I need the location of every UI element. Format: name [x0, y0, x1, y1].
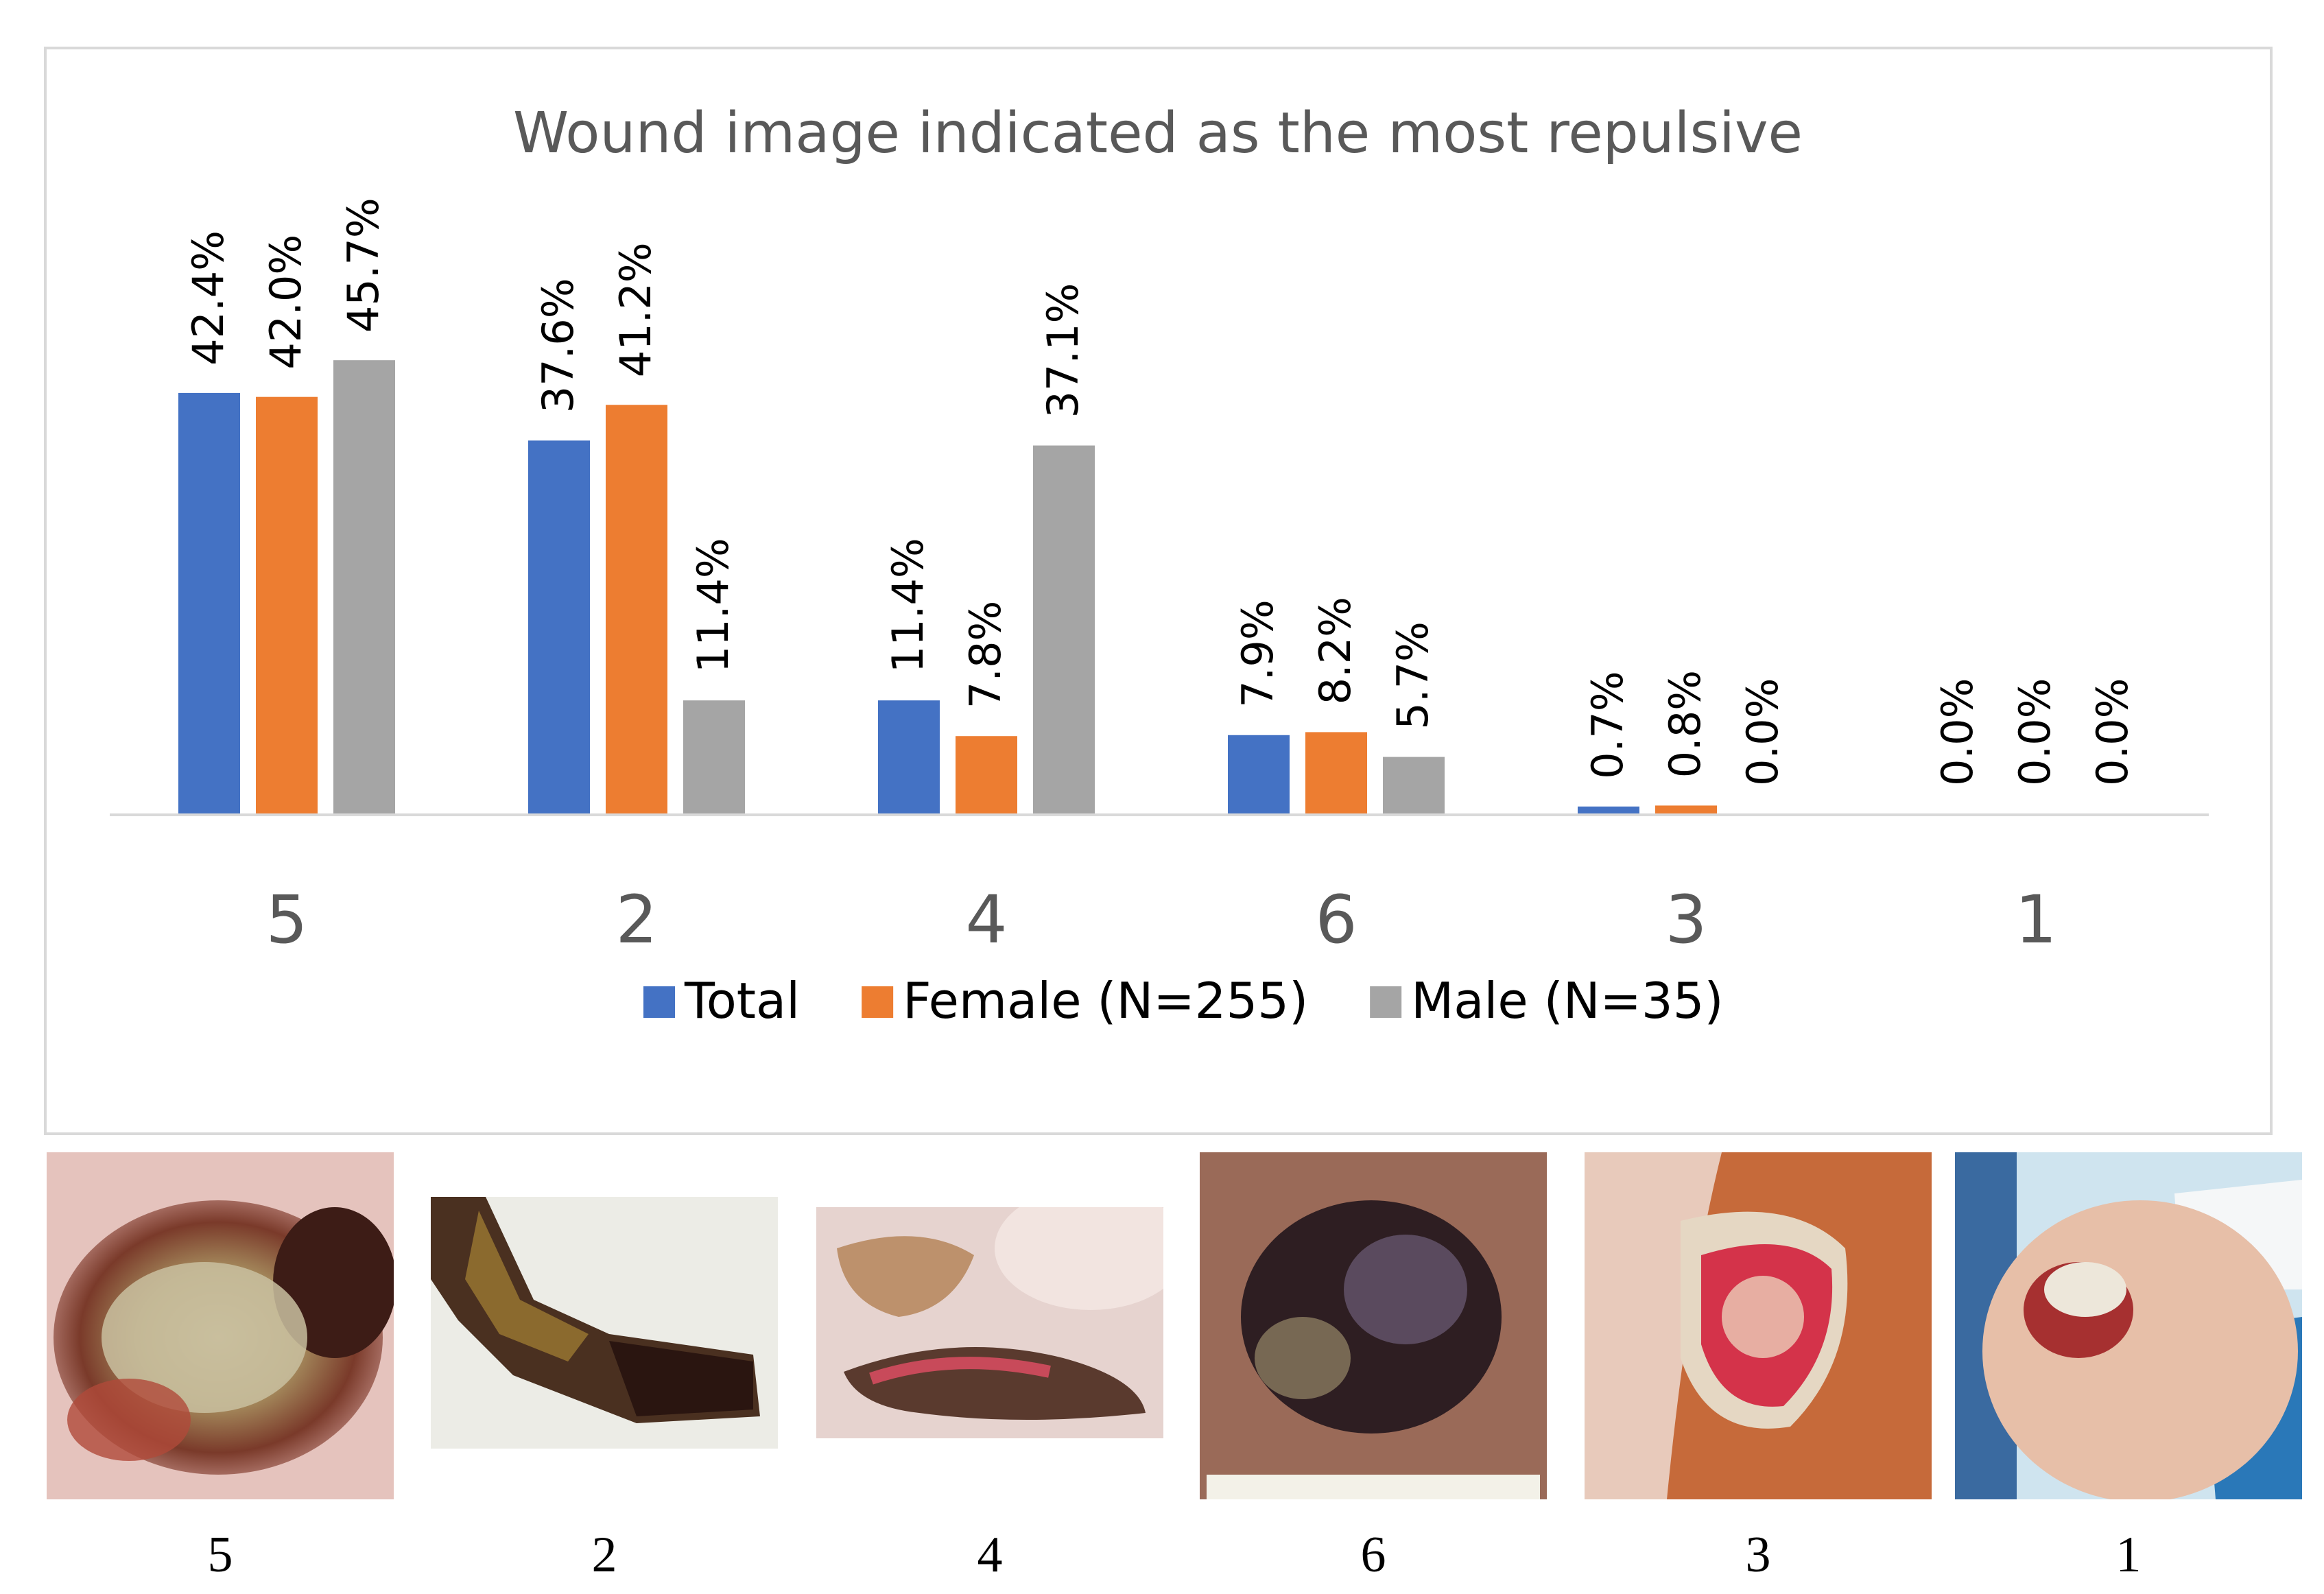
legend-label-female: Female (N=255) [903, 972, 1308, 1030]
photo-caption-5: 5 [207, 1527, 233, 1583]
data-label-total-cat-5: 42.4% [183, 230, 233, 366]
wound-photo-1 [1955, 1152, 2302, 1499]
category-label-3: 3 [1665, 881, 1707, 958]
bar-female-cat-2 [606, 405, 667, 813]
data-label-total-cat-4: 11.4% [883, 538, 933, 673]
data-label-female-cat-1: 0.0% [2010, 678, 2060, 786]
bar-female-cat-3 [1655, 805, 1717, 813]
data-label-male-cat-1: 0.0% [2087, 678, 2137, 786]
category-label-6: 6 [1315, 881, 1357, 958]
data-label-total-cat-1: 0.0% [1932, 678, 1982, 786]
chart-title: Wound image indicated as the most repuls… [513, 101, 1803, 166]
bar-female-cat-6 [1305, 732, 1367, 813]
legend-swatch-total [643, 986, 675, 1018]
data-label-male-cat-3: 0.0% [1738, 678, 1788, 786]
wound-photo-5 [47, 1152, 394, 1499]
chart-frame: Wound image indicated as the most repuls… [44, 47, 2273, 1135]
category-label-1: 1 [2015, 881, 2056, 958]
photo-caption-3: 3 [1745, 1527, 1771, 1583]
data-label-male-cat-4: 37.1% [1038, 283, 1088, 418]
bar-female-cat-5 [256, 396, 318, 813]
legend-label-total: Total [684, 972, 800, 1030]
data-label-male-cat-5: 45.7% [338, 198, 388, 333]
category-label-4: 4 [965, 881, 1007, 958]
bar-total-cat-2 [528, 440, 590, 813]
data-label-total-cat-6: 7.9% [1233, 599, 1283, 708]
data-label-female-cat-2: 41.2% [610, 242, 661, 377]
category-label-2: 2 [615, 881, 657, 958]
data-label-female-cat-3: 0.8% [1660, 670, 1710, 778]
data-label-male-cat-2: 11.4% [688, 538, 738, 673]
photo-caption-1: 1 [2115, 1527, 2142, 1583]
bar-male-cat-2 [683, 700, 745, 813]
photo-caption-4: 4 [977, 1527, 1003, 1583]
legend-swatch-male [1370, 986, 1402, 1018]
category-label-5: 5 [265, 881, 307, 958]
wound-photo-6 [1200, 1152, 1547, 1499]
data-label-total-cat-2: 37.6% [533, 278, 583, 413]
legend-label-male: Male (N=35) [1411, 972, 1723, 1030]
bar-total-cat-4 [878, 700, 940, 813]
legend: Total Female (N=255) Male (N=35) [643, 972, 1724, 1030]
data-label-total-cat-3: 0.7% [1582, 671, 1633, 779]
wound-photo-4 [816, 1207, 1163, 1438]
bar-total-cat-5 [178, 392, 240, 813]
bar-male-cat-6 [1383, 757, 1445, 813]
wound-photo-2 [431, 1197, 778, 1449]
photo-caption-6: 6 [1360, 1527, 1386, 1583]
chart-svg: Wound image indicated as the most repuls… [110, 101, 2209, 1030]
bar-total-cat-3 [1578, 806, 1639, 813]
bar-male-cat-4 [1033, 445, 1095, 813]
data-label-female-cat-5: 42.0% [261, 235, 311, 370]
data-label-female-cat-6: 8.2% [1310, 597, 1360, 705]
bar-female-cat-4 [956, 736, 1017, 813]
bar-male-cat-5 [333, 360, 395, 813]
legend-swatch-female [862, 986, 894, 1018]
category-labels: 5 2 4 6 3 1 [265, 881, 2056, 958]
photo-caption-2: 2 [591, 1527, 617, 1583]
data-label-male-cat-6: 5.7% [1388, 621, 1438, 730]
bars-layer [178, 360, 1717, 813]
data-label-female-cat-4: 7.8% [960, 601, 1010, 709]
labels-layer: 42.4% 42.0% 45.7% 37.6% 41.2% 11.4% 11.4% 7.8% 3… [183, 198, 2137, 786]
bar-total-cat-6 [1228, 735, 1290, 813]
wound-photo-3 [1585, 1152, 1932, 1499]
